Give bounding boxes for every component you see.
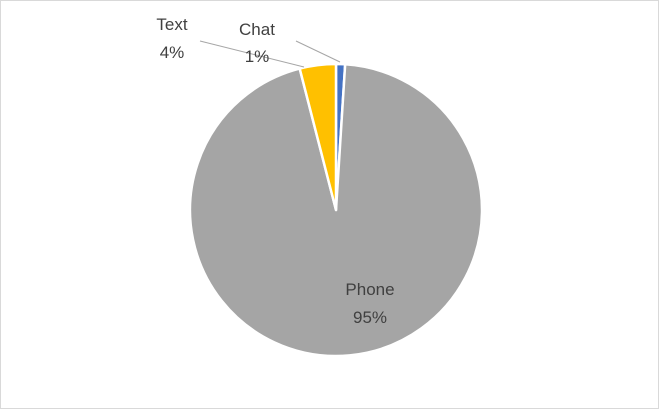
pie-slice-text	[298, 62, 338, 212]
slice-category-label-chat: Chat	[239, 20, 275, 39]
slice-percent-label-text: 4%	[160, 43, 185, 62]
leader-line-text	[199, 40, 305, 68]
slice-percent-label-chat: 1%	[245, 47, 270, 66]
slice-category-label-text: Text	[156, 15, 187, 34]
slice-category-label-phone: Phone	[345, 280, 394, 299]
slice-percent-label-phone: 95%	[353, 308, 387, 327]
leader-line-chat	[295, 40, 341, 63]
